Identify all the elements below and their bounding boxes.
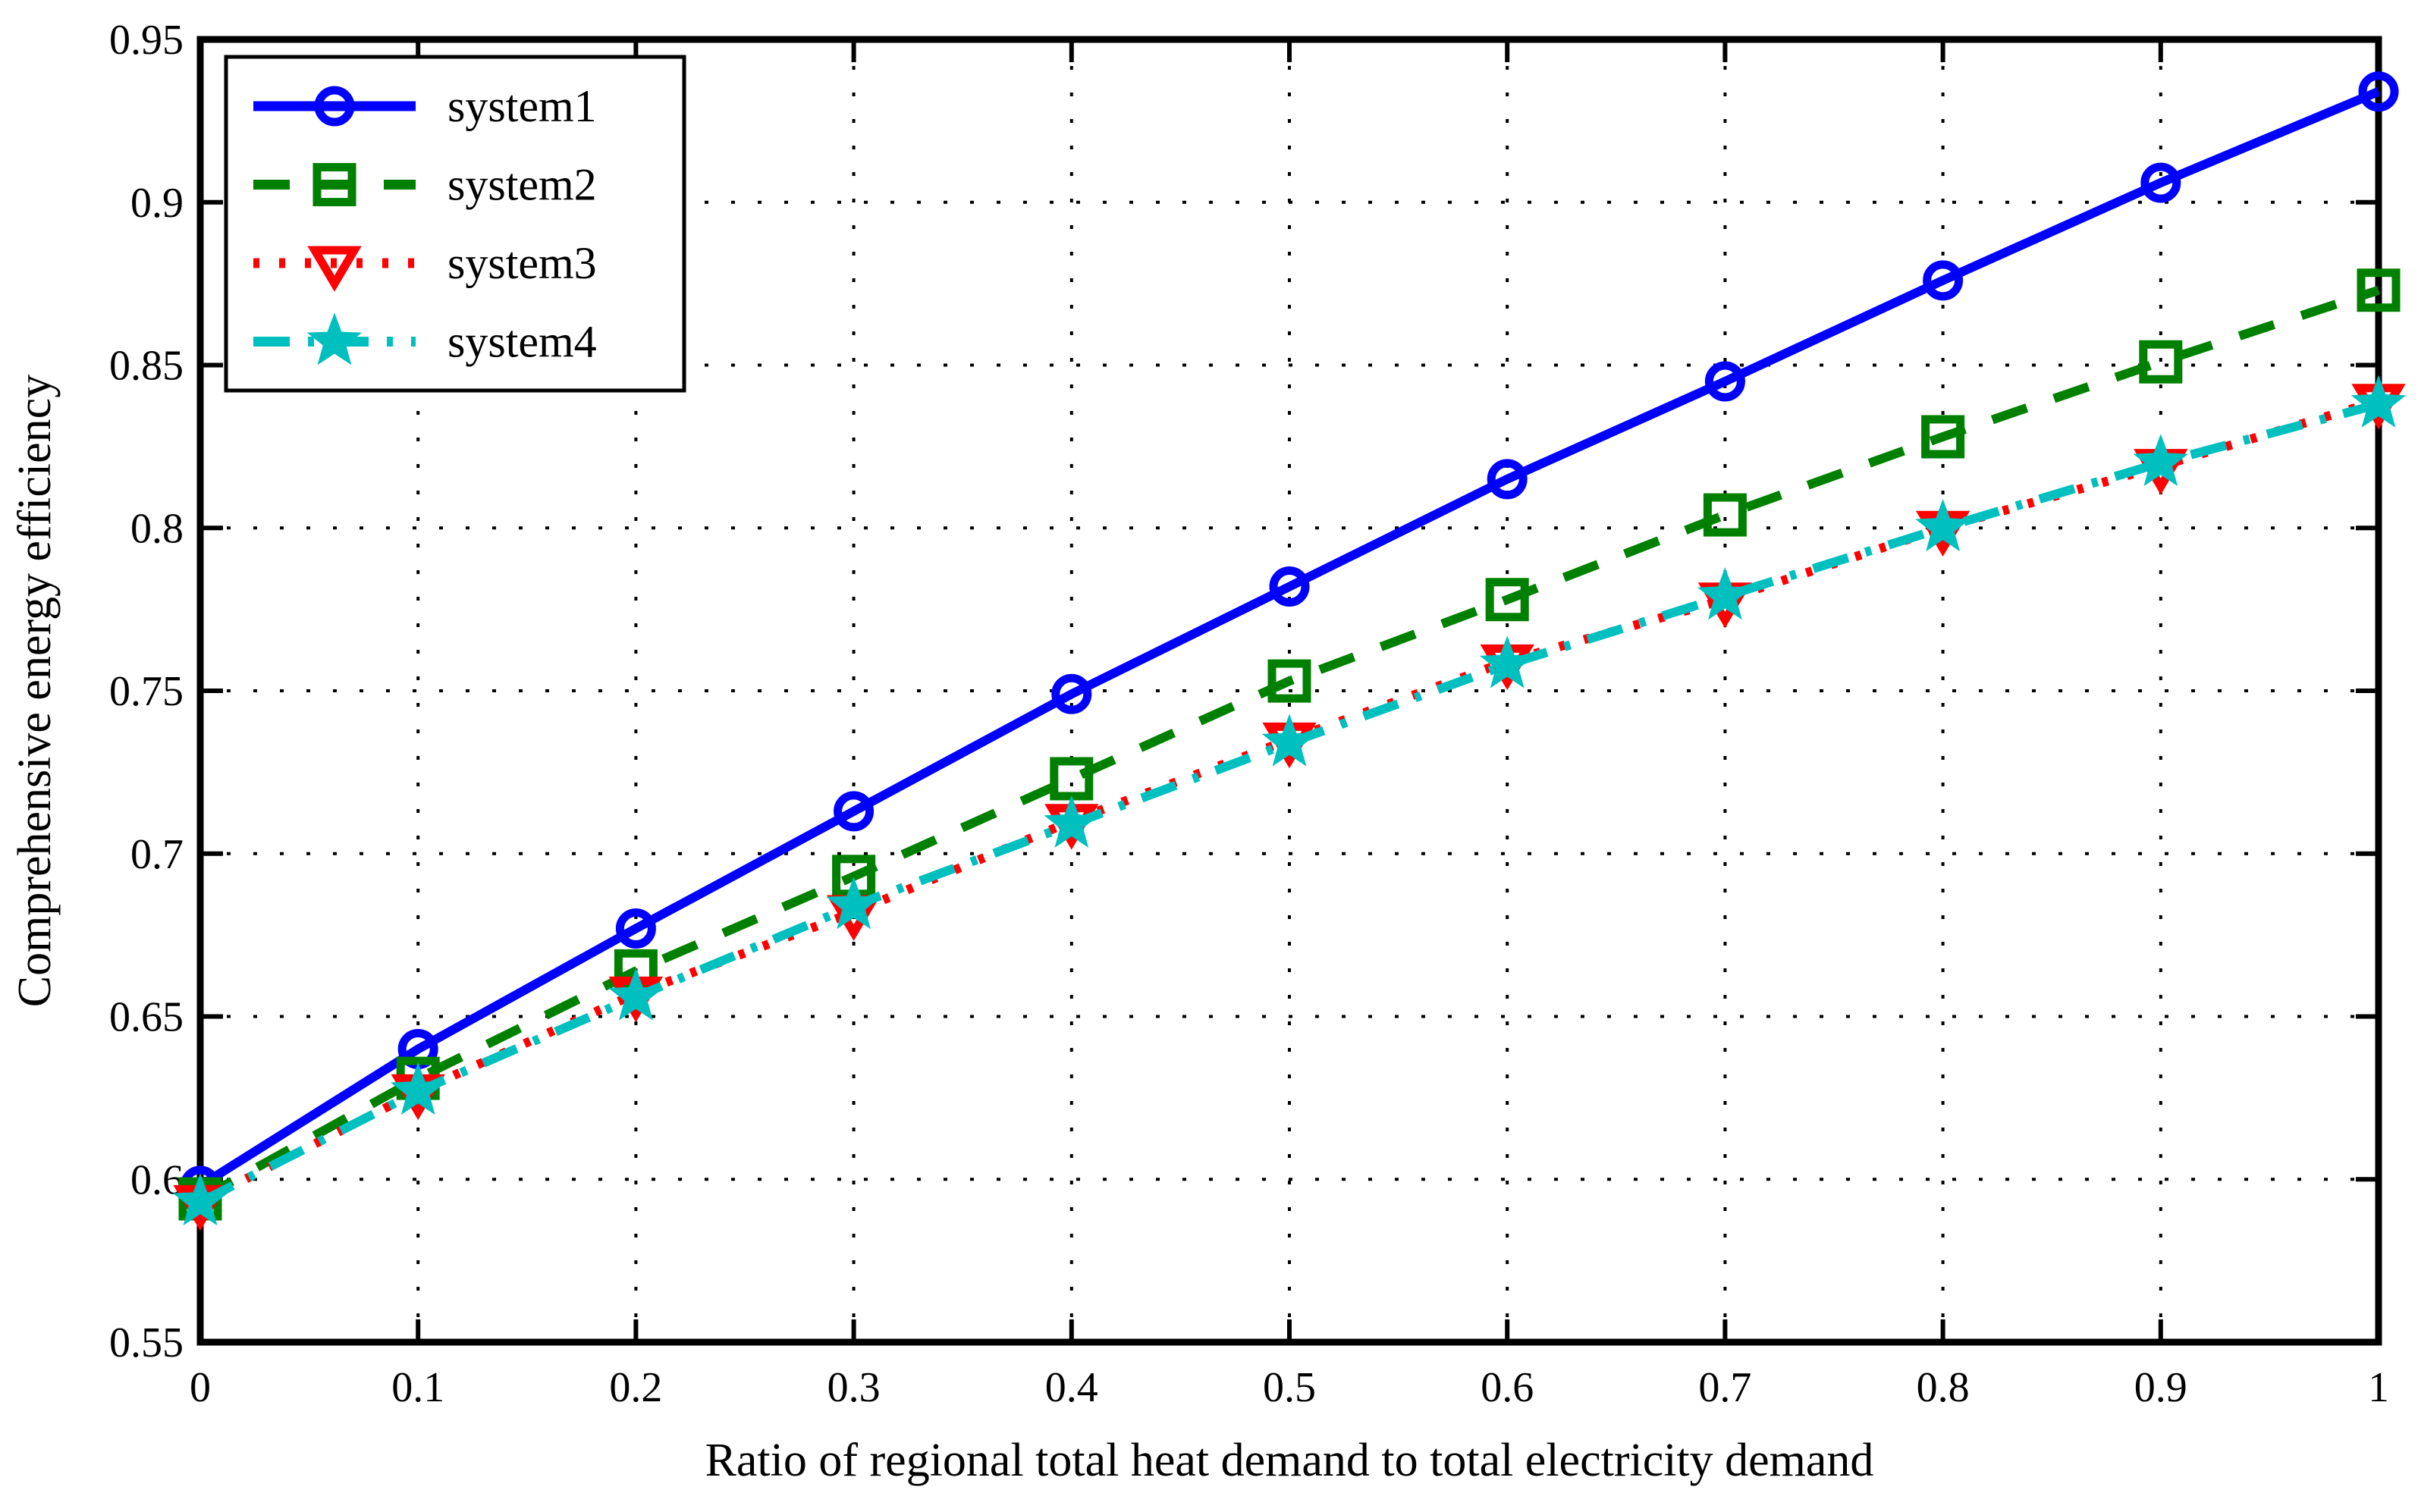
system4-marker-star: [172, 1173, 228, 1226]
legend-item-system3: system3: [253, 238, 597, 292]
legend-item-system4: system4: [253, 312, 597, 367]
x-tick-label: 0.4: [1045, 1364, 1098, 1411]
system4-marker-star: [1697, 567, 1753, 620]
legend-system2-marker-square: [312, 163, 356, 206]
system4-marker-star: [826, 877, 881, 930]
y-tick-label: 0.65: [109, 994, 184, 1041]
series-line-system4: [198, 400, 2380, 1206]
system1-marker-circle: [1051, 673, 1092, 714]
y-tick-label: 0.75: [109, 668, 184, 715]
legend-label-system3: system3: [447, 238, 597, 288]
legend-label-system2: system2: [447, 160, 597, 210]
system4-marker-star: [608, 968, 664, 1021]
system2-marker-square: [1485, 578, 1529, 622]
y-tick-label: 0.55: [109, 1319, 184, 1366]
series-line-system1: [197, 87, 2381, 1190]
y-tick-label: 0.6: [130, 1156, 184, 1203]
legend: system1 system2 system3 system4: [224, 55, 686, 393]
legend-system1-marker-circle: [314, 86, 355, 127]
y-tick-labels: 0.55 0.6 0.65 0.7 0.75 0.8 0.85 0.9 0.95: [109, 17, 184, 1366]
legend-system4-marker-star: [306, 312, 363, 365]
x-tick-label: 0.1: [391, 1364, 444, 1411]
y-tick-label: 0.8: [130, 505, 184, 552]
x-axis-title: Ratio of regional total heat demand to t…: [705, 1435, 1874, 1486]
series-line-system2: [198, 286, 2380, 1203]
system1-marker-circle: [2358, 71, 2399, 112]
system4-marker-star: [1915, 499, 1971, 552]
legend-label-system4: system4: [447, 317, 597, 367]
x-tick-labels: 0 0.1 0.2 0.3 0.4 0.5 0.6 0.7 0.8 0.9 1: [190, 1364, 2389, 1411]
system4-marker-star: [2350, 375, 2407, 428]
system1-marker-circle: [1923, 260, 1964, 301]
x-tick-label: 0.2: [609, 1364, 662, 1411]
legend-item-system2: system2: [253, 160, 597, 210]
grid-group: [200, 39, 2379, 1342]
x-tick-label: 0.6: [1481, 1364, 1534, 1411]
x-tick-label: 0.8: [1917, 1364, 1970, 1411]
legend-box: [224, 55, 686, 393]
y-tick-label: 0.85: [109, 343, 184, 390]
legend-system3-marker-triangle-down: [307, 246, 362, 292]
system1-marker-circle: [834, 791, 875, 832]
y-axis-title: Comprehensive energy efficiency: [9, 375, 61, 1007]
system2-marker-square: [1267, 659, 1311, 703]
legend-item-system1: system1: [253, 81, 597, 131]
system1-marker-circle: [1269, 566, 1310, 607]
y-tick-label: 0.95: [109, 17, 184, 64]
y-tick-label: 0.7: [130, 831, 184, 878]
x-tick-label: 0.9: [2134, 1364, 2187, 1411]
system2-marker-square: [2357, 268, 2401, 312]
system4-marker-star: [1479, 635, 1535, 689]
system1-marker-circle: [615, 908, 656, 949]
system4-marker-star: [2133, 434, 2189, 487]
x-tick-label: 0.7: [1698, 1364, 1751, 1411]
x-tick-label: 0.5: [1263, 1364, 1316, 1411]
system2-marker-square: [1921, 415, 1965, 459]
series-system4: [172, 375, 2407, 1226]
y-tick-label: 0.9: [130, 180, 184, 227]
system2-marker-square: [2139, 340, 2183, 384]
system1-marker-circle: [1487, 459, 1528, 500]
system2-marker-square: [1703, 493, 1747, 537]
system1-marker-circle: [2140, 162, 2181, 203]
system1-marker-circle: [1704, 361, 1745, 402]
system4-marker-star: [390, 1062, 446, 1115]
legend-label-system1: system1: [447, 81, 597, 131]
x-tick-label: 1: [2368, 1364, 2389, 1411]
system4-marker-star: [1261, 714, 1317, 767]
x-tick-label: 0: [190, 1364, 211, 1411]
x-tick-label: 0.3: [827, 1364, 881, 1411]
system4-marker-star: [1044, 795, 1100, 848]
